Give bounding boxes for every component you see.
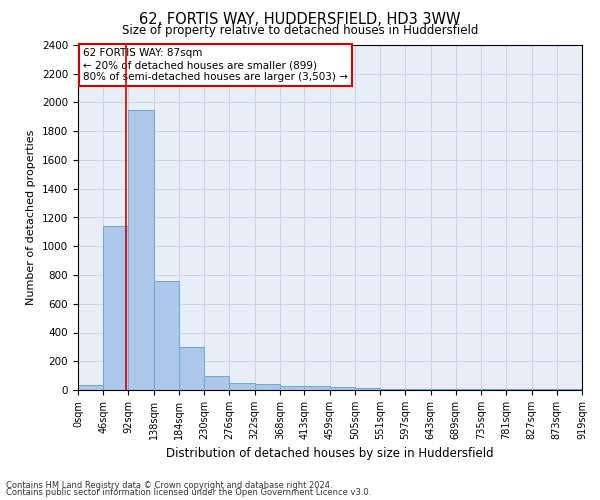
Bar <box>204 376 229 390</box>
Bar <box>330 387 355 390</box>
Text: 62, FORTIS WAY, HUDDERSFIELD, HD3 3WW: 62, FORTIS WAY, HUDDERSFIELD, HD3 3WW <box>139 12 461 28</box>
Bar <box>254 384 280 390</box>
X-axis label: Distribution of detached houses by size in Huddersfield: Distribution of detached houses by size … <box>166 448 494 460</box>
Text: Size of property relative to detached houses in Huddersfield: Size of property relative to detached ho… <box>122 24 478 37</box>
Bar <box>355 388 380 390</box>
Text: Contains public sector information licensed under the Open Government Licence v3: Contains public sector information licen… <box>6 488 371 497</box>
Y-axis label: Number of detached properties: Number of detached properties <box>26 130 37 305</box>
Bar <box>406 389 431 390</box>
Bar <box>128 110 154 390</box>
Bar <box>179 347 204 390</box>
Text: 62 FORTIS WAY: 87sqm
← 20% of detached houses are smaller (899)
80% of semi-deta: 62 FORTIS WAY: 87sqm ← 20% of detached h… <box>83 48 348 82</box>
Bar <box>78 385 103 390</box>
Bar <box>103 226 128 390</box>
Text: Contains HM Land Registry data © Crown copyright and database right 2024.: Contains HM Land Registry data © Crown c… <box>6 480 332 490</box>
Bar <box>280 386 304 390</box>
Bar <box>380 388 406 390</box>
Bar <box>229 383 254 390</box>
Bar <box>304 386 330 390</box>
Bar <box>154 281 179 390</box>
